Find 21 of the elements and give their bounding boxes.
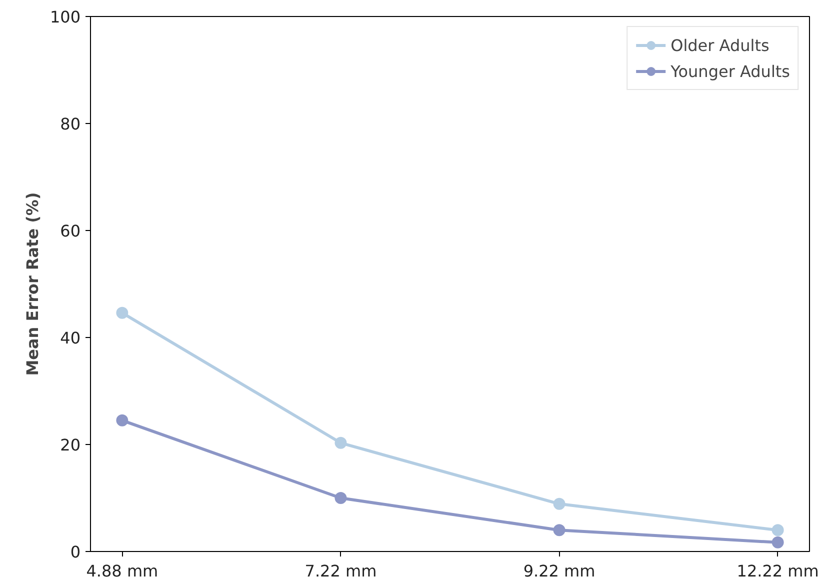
point [334,492,347,504]
x-tick-label: 12.22 mm [736,562,819,580]
x-tick-label: 9.22 mm [523,562,596,580]
y-axis-title: Mean Error Rate (%) [22,192,42,376]
y-tick-label: 20 [60,436,80,454]
x-tick-label: 7.22 mm [304,562,377,580]
point [553,524,566,536]
point [116,414,128,426]
y-tick-label: 100 [50,8,81,26]
point [772,524,784,536]
point [116,306,128,319]
y-tick-label: 80 [60,114,80,134]
point [553,498,566,510]
point [334,436,347,449]
point [772,536,784,548]
legend-label: Older Adults [670,36,770,54]
y-tick-label: 40 [60,328,80,348]
y-tick-label: 60 [60,222,80,240]
x-tick-label: 4.88 mm [86,562,158,580]
legend-label: Younger Adults [670,62,790,80]
y-tick-label: 0 [70,542,81,562]
